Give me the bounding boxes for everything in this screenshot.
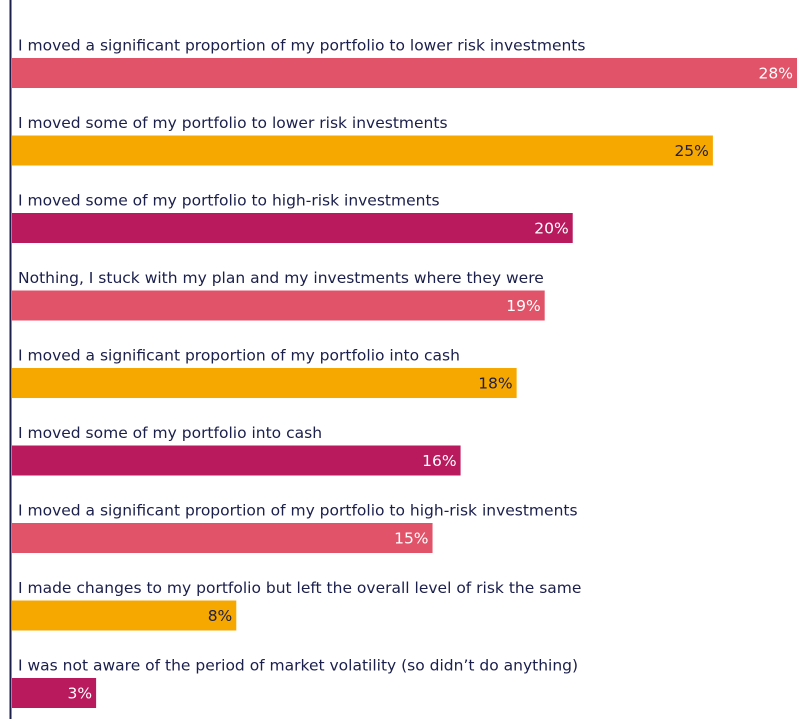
- value-label: 25%: [674, 142, 708, 160]
- value-label: 8%: [208, 607, 233, 625]
- category-label: I moved some of my portfolio to high-ris…: [18, 192, 440, 210]
- bar: [12, 523, 433, 553]
- value-label: 16%: [422, 452, 456, 470]
- bar: [12, 290, 545, 321]
- category-label: I was not aware of the period of market …: [18, 657, 578, 675]
- bar: [12, 445, 461, 476]
- bar: [12, 135, 713, 166]
- category-label: I made changes to my portfolio but left …: [18, 579, 581, 597]
- bar: [12, 58, 797, 88]
- category-label: I moved some of my portfolio to lower ri…: [18, 114, 448, 132]
- category-label: I moved a significant proportion of my p…: [18, 502, 578, 520]
- bar: [12, 213, 573, 243]
- value-label: 20%: [534, 220, 568, 238]
- value-label: 19%: [506, 297, 540, 315]
- bar: [12, 600, 237, 631]
- value-label: 15%: [394, 530, 428, 548]
- category-label: I moved some of my portfolio into cash: [18, 424, 322, 442]
- value-label: 18%: [478, 375, 512, 393]
- value-label: 28%: [759, 65, 793, 83]
- category-label: I moved a significant proportion of my p…: [18, 37, 585, 55]
- value-label: 3%: [68, 685, 93, 703]
- bar: [12, 678, 97, 708]
- bar: [12, 368, 517, 398]
- category-label: Nothing, I stuck with my plan and my inv…: [18, 269, 544, 287]
- category-label: I moved a significant proportion of my p…: [18, 347, 460, 365]
